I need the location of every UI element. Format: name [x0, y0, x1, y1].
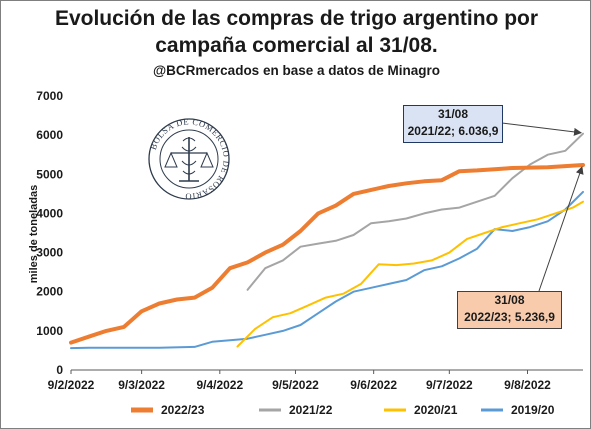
x-tick-label: 9/5/2022 — [272, 378, 319, 392]
chart-axes: 0 1000 2000 3000 4000 5000 6000 7000 9/2/2022 9/3… — [36, 89, 583, 392]
x-tick-label: 9/7/2022 — [426, 378, 473, 392]
callout-arrows — [501, 122, 584, 292]
legend-item-2022-23: 2022/23 — [131, 403, 205, 417]
legend-item-2020-21: 2020/21 — [384, 403, 458, 417]
x-tick-label: 9/6/2022 — [350, 378, 397, 392]
bcr-seal-logo: BOLSA DE COMERCIO DE ROSARIO — [148, 116, 231, 201]
legend-label: 2020/21 — [414, 403, 458, 417]
callout-2021-22-date: 31/08 — [437, 107, 469, 121]
chart-title-line1: Evolución de las compras de trigo argent… — [54, 7, 539, 30]
callout-2021-22: 31/08 2021/22; 6.036,9 — [403, 105, 503, 143]
legend-label: 2019/20 — [511, 403, 555, 417]
y-tick-label: 2000 — [36, 285, 63, 299]
y-tick-label: 6000 — [36, 128, 63, 142]
callout-2022-23-date: 31/08 — [494, 293, 525, 307]
y-axis-label: miles de toneladas — [28, 185, 40, 283]
series-line-2019-20 — [70, 190, 584, 350]
y-tick-label: 3000 — [36, 246, 63, 260]
callout-arrow-2021-22 — [501, 122, 582, 136]
x-tick-label: 9/3/2022 — [118, 378, 165, 392]
legend-label: 2021/22 — [289, 403, 333, 417]
y-tick-label: 7000 — [36, 89, 63, 103]
chart-series — [69, 132, 585, 350]
callout-arrow-2022-23 — [538, 166, 584, 292]
callout-2022-23-value: 2022/23; 5.236,9 — [464, 310, 555, 324]
chart-legend: 2022/23 2021/22 2020/21 2019/20 — [131, 403, 555, 417]
series-line-2020-21 — [236, 200, 584, 348]
callout-2022-23: 31/08 2022/23; 5.236,9 — [457, 291, 562, 329]
y-tick-label: 4000 — [36, 206, 63, 220]
x-tick-label: 9/2/2022 — [48, 378, 95, 392]
y-tick-label: 5000 — [36, 167, 63, 181]
x-tick-label: 9/4/2022 — [196, 378, 243, 392]
series-line-2021-22 — [246, 132, 584, 291]
y-tick-label: 0 — [56, 363, 63, 377]
legend-label: 2022/23 — [161, 403, 205, 417]
callout-2021-22-value: 2021/22; 6.036,9 — [407, 124, 499, 138]
chart-title-line2: campaña comercial al 31/08. — [155, 34, 438, 57]
legend-item-2021-22: 2021/22 — [259, 403, 333, 417]
series-line-2022-23 — [69, 163, 585, 345]
x-tick-label: 9/8/2022 — [504, 378, 551, 392]
legend-item-2019-20: 2019/20 — [481, 403, 555, 417]
y-tick-label: 1000 — [36, 324, 63, 338]
chart-subtitle: @BCRmercados en base a datos de Minagro — [153, 63, 440, 78]
